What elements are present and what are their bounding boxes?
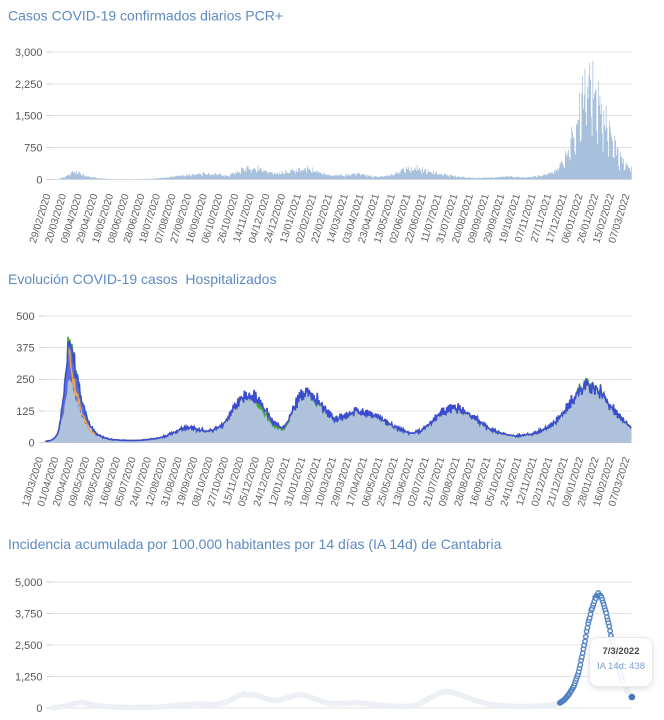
- svg-text:Casos COVID-19 confirmados dia: Casos COVID-19 confirmados diarios PCR+: [8, 8, 283, 24]
- svg-text:0: 0: [28, 438, 34, 450]
- svg-text:Evolución COVID-19 casos Hosp: Evolución COVID-19 casos Hospitalizados: [8, 271, 276, 287]
- svg-text:1,500: 1,500: [15, 111, 43, 123]
- svg-text:375: 375: [16, 343, 34, 355]
- svg-text:125: 125: [16, 406, 34, 418]
- svg-text:2,500: 2,500: [15, 640, 43, 652]
- svg-text:1,250: 1,250: [15, 671, 43, 683]
- svg-text:500: 500: [16, 311, 34, 323]
- svg-text:750: 750: [24, 143, 42, 155]
- svg-text:5,000: 5,000: [15, 577, 43, 589]
- svg-text:3,000: 3,000: [15, 47, 43, 59]
- svg-text:3,750: 3,750: [15, 608, 43, 620]
- svg-text:2,250: 2,250: [15, 79, 43, 91]
- svg-text:250: 250: [16, 374, 34, 386]
- svg-text:0: 0: [36, 703, 42, 715]
- svg-text:0: 0: [36, 174, 42, 186]
- svg-text:Incidencia acumulada por 100.0: Incidencia acumulada por 100.000 habitan…: [8, 536, 502, 552]
